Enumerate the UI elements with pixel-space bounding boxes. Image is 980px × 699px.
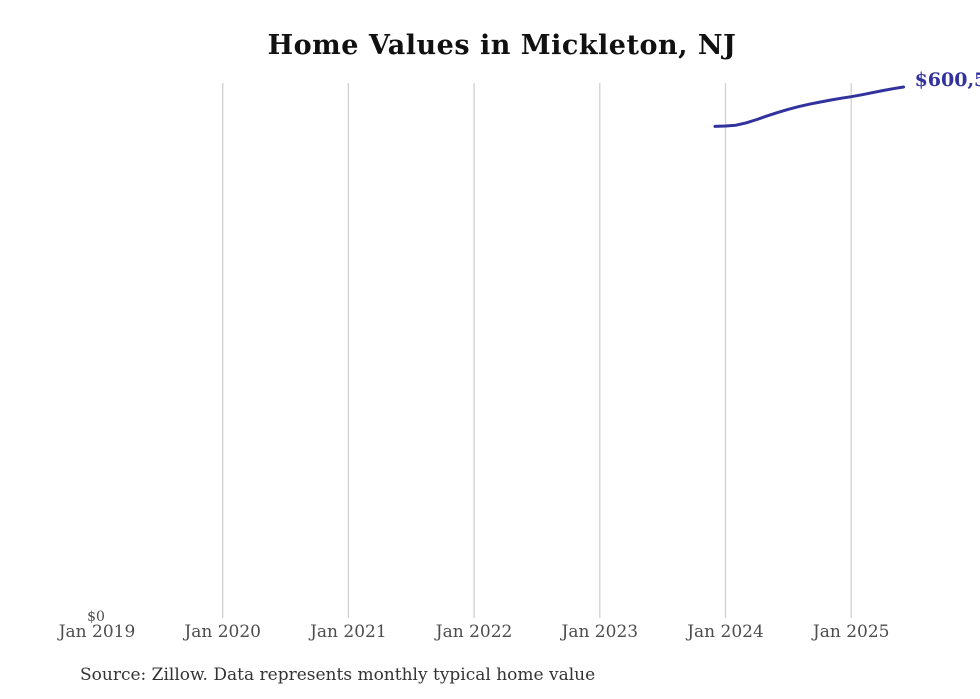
x-axis-label: Jan 2021 bbox=[310, 622, 387, 642]
x-axis-label: Jan 2020 bbox=[184, 622, 261, 642]
home-value-line bbox=[713, 85, 906, 128]
source-note: Source: Zillow. Data represents monthly … bbox=[80, 665, 596, 685]
gridline-group bbox=[222, 83, 852, 618]
x-axis-label: Jan 2022 bbox=[435, 622, 513, 642]
x-axis-label: Jan 2025 bbox=[812, 622, 890, 642]
x-axis-label: Jan 2023 bbox=[561, 622, 639, 642]
x-axis-label: Jan 2019 bbox=[58, 622, 136, 642]
line-end-value-label: $600,523 bbox=[914, 69, 980, 91]
y-axis-zero-label: $0 bbox=[87, 609, 105, 625]
chart-title: Home Values in Mickleton, NJ bbox=[267, 30, 737, 61]
x-axis-label: Jan 2024 bbox=[687, 622, 764, 642]
